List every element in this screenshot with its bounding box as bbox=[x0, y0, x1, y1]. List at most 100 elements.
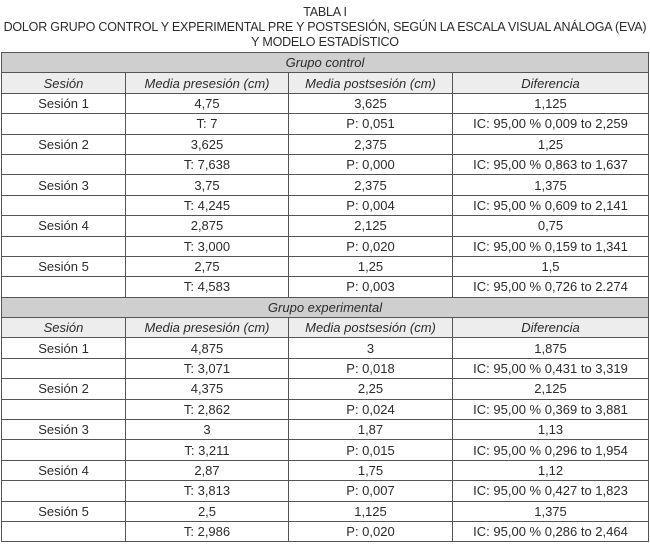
session-cell: Sesión 2 bbox=[1, 378, 126, 400]
column-header-row: Sesión Media presesión (cm) Media postsesi… bbox=[1, 72, 650, 94]
pre-session-mean-cell: T: 2,862 bbox=[125, 398, 289, 421]
pre-session-mean-cell: 3 bbox=[125, 419, 289, 441]
session-cell: Sesión 4 bbox=[1, 215, 126, 237]
session-cell bbox=[1, 235, 126, 257]
session-stats-row: T: 3,000 P: 0,020 IC: 95,00 % 0,159 to 1,3… bbox=[1, 235, 650, 257]
session-cell: Sesión 5 bbox=[1, 255, 126, 278]
pre-session-mean-cell: T: 4,245 bbox=[125, 194, 289, 217]
session-cell bbox=[1, 194, 126, 217]
session-cell: Sesión 5 bbox=[1, 500, 126, 522]
group-header-row: Grupo experimental bbox=[0, 296, 650, 319]
post-session-mean-cell: 2,375 bbox=[288, 133, 453, 155]
session-means-row: Sesión 3 3,75 2,375 1,375 bbox=[1, 174, 650, 196]
column-header: Diferencia bbox=[451, 72, 650, 94]
table-caption: TABLA I DOLOR GRUPO CONTROL Y EXPERIMENT… bbox=[0, 0, 650, 50]
session-stats-row: T: 7 P: 0,051 IC: 95,00 % 0,009 to 2,259 bbox=[1, 113, 650, 135]
session-means-row: Sesión 2 4,375 2,25 2,125 bbox=[1, 378, 650, 400]
post-session-mean-cell: P: 0,003 bbox=[288, 276, 453, 298]
column-header: Diferencia bbox=[451, 317, 650, 339]
post-session-mean-cell: P: 0,015 bbox=[288, 439, 453, 461]
session-stats-row: T: 2,986 P: 0,020 IC: 95,00 % 0,286 to 2,4… bbox=[1, 520, 650, 543]
difference-cell: IC: 95,00 % 0,609 to 2,141 bbox=[451, 194, 650, 217]
session-stats-row: T: 3,071 P: 0,018 IC: 95,00 % 0,431 to 3,3… bbox=[1, 357, 650, 380]
session-stats-row: T: 4,245 P: 0,004 IC: 95,00 % 0,609 to 2,1… bbox=[1, 194, 650, 217]
table-label: TABLA I bbox=[303, 5, 347, 19]
pain-results-table: Grupo control Sesión Media presesión (cm) M… bbox=[0, 51, 650, 543]
post-session-mean-cell: P: 0,007 bbox=[288, 480, 453, 502]
difference-cell: 1,375 bbox=[451, 174, 650, 196]
session-stats-row: T: 2,862 P: 0,024 IC: 95,00 % 0,369 to 3,8… bbox=[1, 398, 650, 421]
pre-session-mean-cell: T: 4,583 bbox=[125, 276, 289, 298]
post-session-mean-cell: 2,125 bbox=[288, 215, 453, 237]
difference-cell: 1,125 bbox=[451, 92, 650, 115]
pre-session-mean-cell: T: 7,638 bbox=[125, 153, 289, 176]
difference-cell: IC: 95,00 % 0,296 to 1,954 bbox=[451, 439, 650, 461]
difference-cell: IC: 95,00 % 0,009 to 2,259 bbox=[451, 113, 650, 135]
column-header: Sesión bbox=[1, 317, 126, 339]
column-header: Media postsesión (cm) bbox=[288, 317, 453, 339]
pre-session-mean-cell: 2,87 bbox=[125, 459, 289, 482]
table-title-line-2: Y MODELO ESTADÍSTICO bbox=[251, 35, 399, 49]
post-session-mean-cell: 3,625 bbox=[288, 92, 453, 115]
session-cell bbox=[1, 439, 126, 461]
post-session-mean-cell: 3 bbox=[288, 337, 453, 359]
difference-cell: IC: 95,00 % 0,427 to 1,823 bbox=[451, 480, 650, 502]
post-session-mean-cell: 2,25 bbox=[288, 378, 453, 400]
session-means-row: Sesión 1 4,75 3,625 1,125 bbox=[1, 92, 650, 115]
group-name: Grupo control bbox=[0, 51, 650, 74]
pre-session-mean-cell: T: 7 bbox=[125, 113, 289, 135]
session-means-row: Sesión 5 2,75 1,25 1,5 bbox=[1, 255, 650, 278]
post-session-mean-cell: P: 0,024 bbox=[288, 398, 453, 421]
pre-session-mean-cell: 4,875 bbox=[125, 337, 289, 359]
column-header: Media postsesión (cm) bbox=[288, 72, 453, 94]
pre-session-mean-cell: 4,75 bbox=[125, 92, 289, 115]
pre-session-mean-cell: T: 3,813 bbox=[125, 480, 289, 502]
session-cell bbox=[1, 398, 126, 421]
difference-cell: IC: 95,00 % 0,431 to 3,319 bbox=[451, 357, 650, 380]
difference-cell: IC: 95,00 % 0,863 to 1,637 bbox=[451, 153, 650, 176]
table-title-line-1: DOLOR GRUPO CONTROL Y EXPERIMENTAL PRE Y… bbox=[3, 20, 647, 34]
difference-cell: 1,13 bbox=[451, 419, 650, 441]
post-session-mean-cell: 2,375 bbox=[288, 174, 453, 196]
session-cell bbox=[1, 153, 126, 176]
group-name: Grupo experimental bbox=[0, 296, 650, 319]
post-session-mean-cell: P: 0,020 bbox=[288, 520, 453, 543]
post-session-mean-cell: 1,75 bbox=[288, 459, 453, 482]
difference-cell: IC: 95,00 % 0,369 to 3,881 bbox=[451, 398, 650, 421]
difference-cell: IC: 95,00 % 0,726 to 2.274 bbox=[451, 276, 650, 298]
difference-cell: 1,25 bbox=[451, 133, 650, 155]
session-means-row: Sesión 1 4,875 3 1,875 bbox=[1, 337, 650, 359]
pre-session-mean-cell: 3,625 bbox=[125, 133, 289, 155]
post-session-mean-cell: P: 0,018 bbox=[288, 357, 453, 380]
post-session-mean-cell: P: 0,020 bbox=[288, 235, 453, 257]
session-means-row: Sesión 5 2,5 1,125 1,375 bbox=[1, 500, 650, 522]
post-session-mean-cell: P: 0,004 bbox=[288, 194, 453, 217]
column-header: Media presesión (cm) bbox=[125, 72, 289, 94]
difference-cell: 1,875 bbox=[451, 337, 650, 359]
pre-session-mean-cell: 2,5 bbox=[125, 500, 289, 522]
pre-session-mean-cell: 4,375 bbox=[125, 378, 289, 400]
difference-cell: IC: 95,00 % 0,286 to 2,464 bbox=[451, 520, 650, 543]
pre-session-mean-cell: 2,875 bbox=[125, 215, 289, 237]
column-header: Sesión bbox=[1, 72, 126, 94]
post-session-mean-cell: 1,25 bbox=[288, 255, 453, 278]
session-stats-row: T: 3,813 P: 0,007 IC: 95,00 % 0,427 to 1,8… bbox=[1, 480, 650, 502]
session-cell: Sesión 4 bbox=[1, 459, 126, 482]
session-cell bbox=[1, 480, 126, 502]
post-session-mean-cell: P: 0,051 bbox=[288, 113, 453, 135]
pre-session-mean-cell: T: 3,000 bbox=[125, 235, 289, 257]
session-means-row: Sesión 3 3 1,87 1,13 bbox=[1, 419, 650, 441]
session-stats-row: T: 4,583 P: 0,003 IC: 95,00 % 0,726 to 2.2… bbox=[1, 276, 650, 298]
session-cell: Sesión 1 bbox=[1, 92, 126, 115]
group-header-row: Grupo control bbox=[0, 51, 650, 74]
session-cell bbox=[1, 357, 126, 380]
post-session-mean-cell: 1,87 bbox=[288, 419, 453, 441]
difference-cell: 1,12 bbox=[451, 459, 650, 482]
session-cell: Sesión 1 bbox=[1, 337, 126, 359]
session-cell bbox=[1, 276, 126, 298]
column-header-row: Sesión Media presesión (cm) Media postsesi… bbox=[1, 317, 650, 339]
column-header: Media presesión (cm) bbox=[125, 317, 289, 339]
pre-session-mean-cell: T: 3,211 bbox=[125, 439, 289, 461]
difference-cell: 0,75 bbox=[451, 215, 650, 237]
post-session-mean-cell: P: 0,000 bbox=[288, 153, 453, 176]
